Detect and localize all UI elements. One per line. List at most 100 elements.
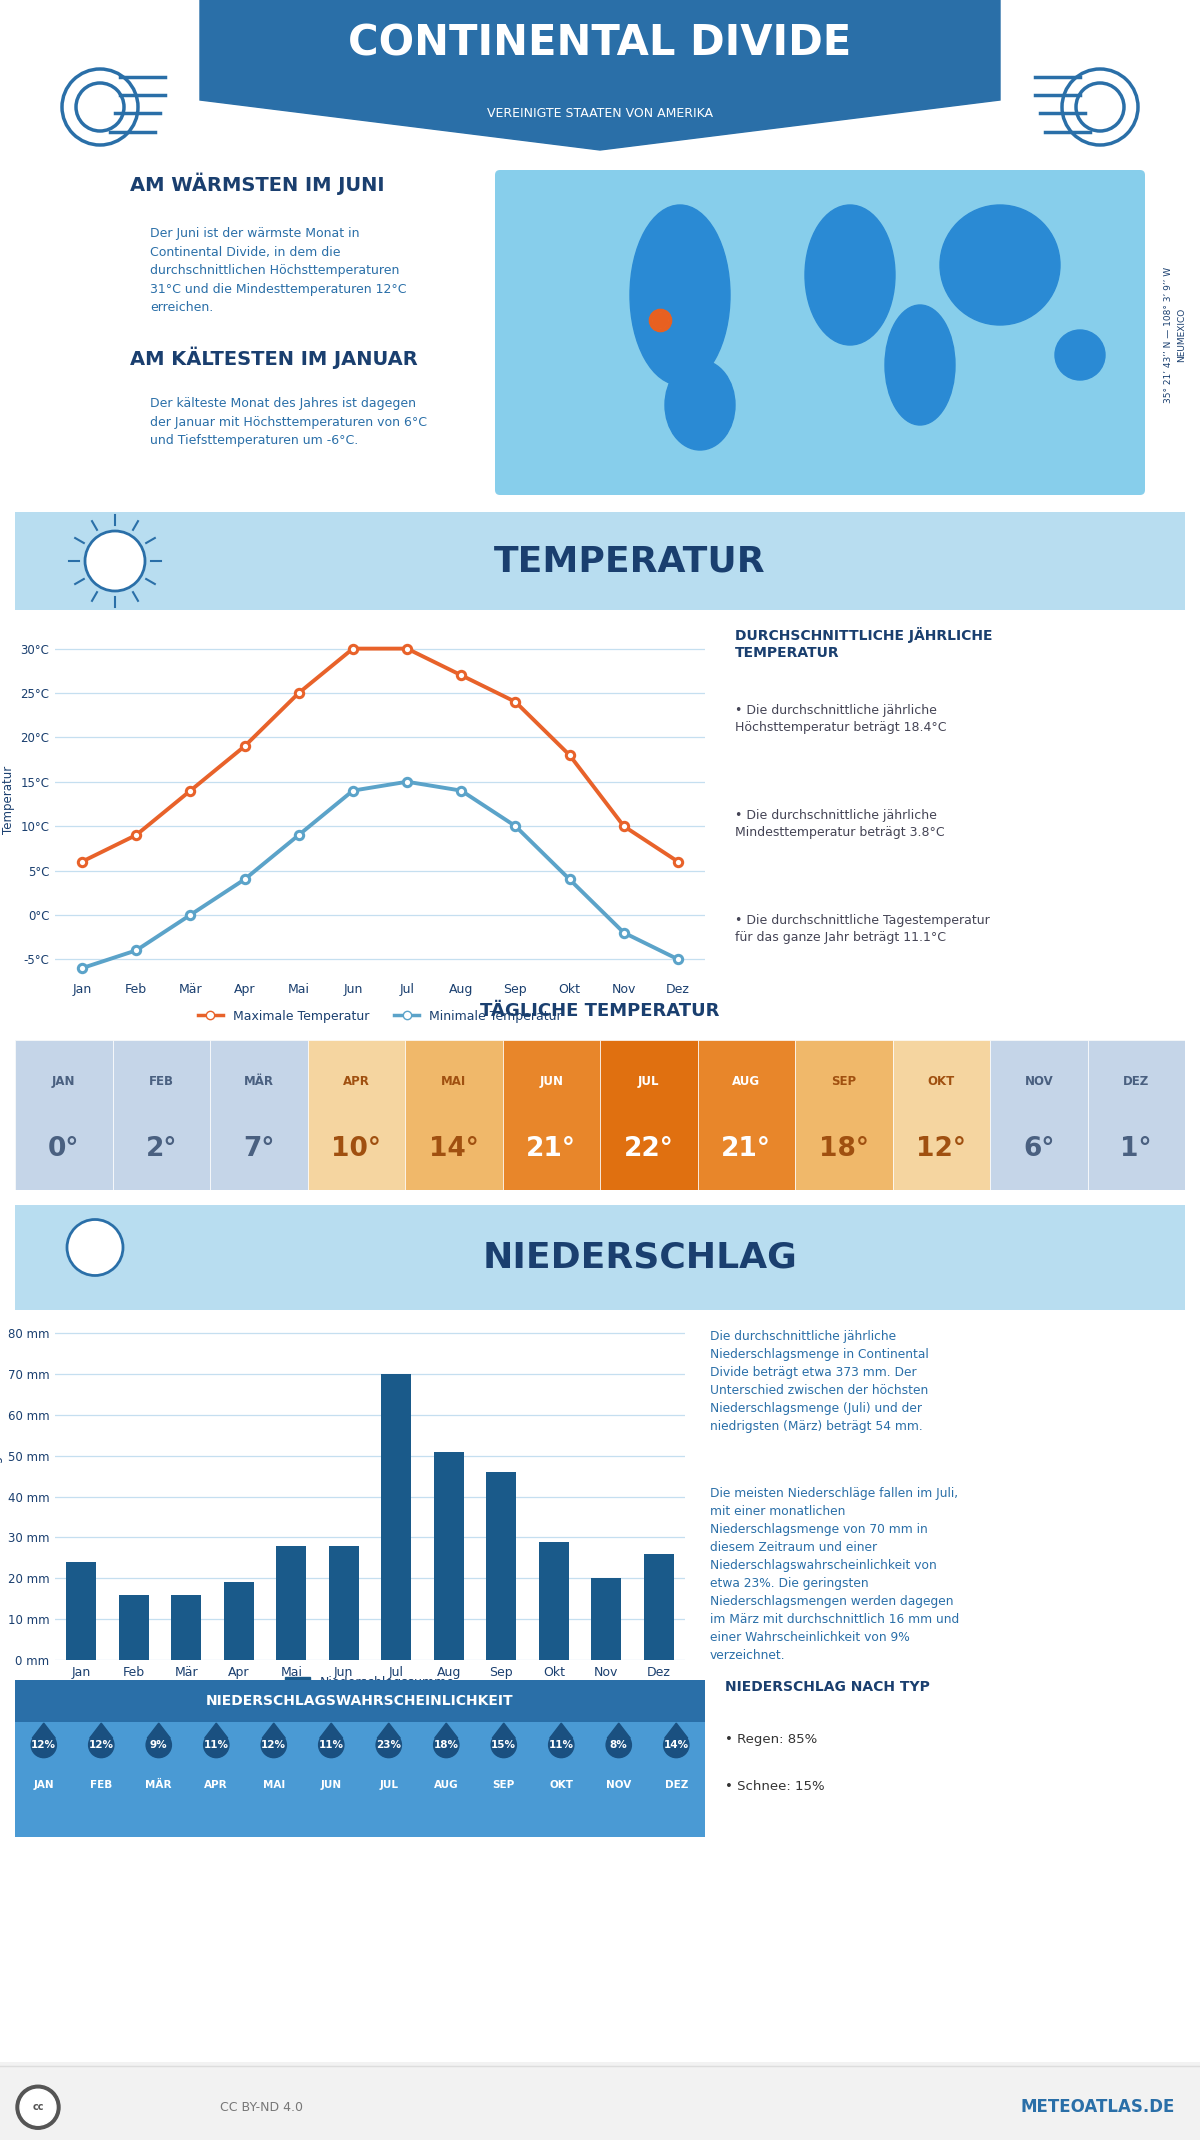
FancyBboxPatch shape — [113, 1040, 210, 1190]
Ellipse shape — [1055, 330, 1105, 381]
Text: 12°: 12° — [917, 1136, 966, 1162]
Circle shape — [319, 1733, 344, 1757]
Text: 12%: 12% — [89, 1740, 114, 1751]
Text: • Die durchschnittliche jährliche
Mindesttemperatur beträgt 3.8°C: • Die durchschnittliche jährliche Mindes… — [734, 809, 944, 839]
Text: JUN: JUN — [320, 1780, 342, 1791]
Text: 15%: 15% — [491, 1740, 516, 1751]
Ellipse shape — [665, 360, 734, 449]
Bar — [539, 1541, 569, 1661]
Text: cc: cc — [32, 2101, 43, 2112]
Bar — [329, 1545, 359, 1661]
Text: 22°: 22° — [624, 1136, 673, 1162]
Text: JAN: JAN — [34, 1780, 54, 1791]
Bar — [223, 1581, 254, 1661]
Circle shape — [146, 1733, 172, 1757]
Circle shape — [606, 1733, 631, 1757]
Text: DEZ: DEZ — [665, 1780, 688, 1791]
FancyBboxPatch shape — [406, 1040, 503, 1190]
Text: 21°: 21° — [527, 1136, 576, 1162]
Text: Die durchschnittliche jährliche
Niederschlagsmenge in Continental
Divide beträgt: Die durchschnittliche jährliche Niedersc… — [710, 1329, 929, 1434]
Circle shape — [85, 531, 145, 591]
Circle shape — [204, 1733, 229, 1757]
Text: 11%: 11% — [548, 1740, 574, 1751]
Text: 14%: 14% — [664, 1740, 689, 1751]
Text: TÄGLICHE TEMPERATUR: TÄGLICHE TEMPERATUR — [480, 1002, 720, 1021]
FancyBboxPatch shape — [11, 1201, 1189, 1314]
Circle shape — [664, 1733, 689, 1757]
Text: 18%: 18% — [433, 1740, 458, 1751]
Y-axis label: Temperatur: Temperatur — [2, 766, 14, 835]
Text: 10°: 10° — [331, 1136, 382, 1162]
Text: VEREINIGTE STAATEN VON AMERIKA: VEREINIGTE STAATEN VON AMERIKA — [487, 107, 713, 120]
Bar — [119, 1594, 149, 1661]
Text: TEMPERATUR: TEMPERATUR — [494, 544, 766, 578]
FancyBboxPatch shape — [990, 1040, 1087, 1190]
Circle shape — [16, 2084, 60, 2129]
Circle shape — [491, 1733, 516, 1757]
Text: AUG: AUG — [434, 1780, 458, 1791]
Text: 11%: 11% — [204, 1740, 229, 1751]
Text: JUN: JUN — [539, 1074, 563, 1087]
Text: • Regen: 85%: • Regen: 85% — [725, 1733, 817, 1746]
Text: MÄR: MÄR — [145, 1780, 172, 1791]
Polygon shape — [550, 1723, 572, 1738]
Polygon shape — [205, 1723, 228, 1738]
Text: 1°: 1° — [1121, 1136, 1152, 1162]
Text: • Die durchschnittliche Tagestemperatur
für das ganze Jahr beträgt 11.1°C: • Die durchschnittliche Tagestemperatur … — [734, 914, 990, 944]
FancyBboxPatch shape — [14, 1040, 1186, 1190]
Ellipse shape — [630, 205, 730, 385]
Polygon shape — [32, 1723, 55, 1738]
Text: • Schnee: 15%: • Schnee: 15% — [725, 1780, 824, 1793]
Circle shape — [20, 2089, 56, 2125]
Text: 8%: 8% — [610, 1740, 628, 1751]
Text: OKT: OKT — [928, 1074, 955, 1087]
Circle shape — [548, 1733, 574, 1757]
Text: AM KÄLTESTEN IM JANUAR: AM KÄLTESTEN IM JANUAR — [130, 347, 418, 370]
Text: DURCHSCHNITTLICHE JÄHRLICHE
TEMPERATUR: DURCHSCHNITTLICHE JÄHRLICHE TEMPERATUR — [734, 627, 992, 661]
Text: NIEDERSCHLAGSWAHRSCHEINLICHKEIT: NIEDERSCHLAGSWAHRSCHEINLICHKEIT — [206, 1695, 514, 1708]
Text: NOV: NOV — [1025, 1074, 1054, 1087]
FancyBboxPatch shape — [307, 1040, 406, 1190]
Bar — [486, 1472, 516, 1661]
Text: JUL: JUL — [638, 1074, 660, 1087]
Text: 9%: 9% — [150, 1740, 168, 1751]
Ellipse shape — [940, 205, 1060, 325]
Text: 0°: 0° — [48, 1136, 79, 1162]
Text: DEZ: DEZ — [1123, 1074, 1150, 1087]
Bar — [643, 1554, 674, 1661]
Circle shape — [433, 1733, 458, 1757]
Polygon shape — [492, 1723, 515, 1738]
Text: FEB: FEB — [90, 1780, 113, 1791]
Text: APR: APR — [343, 1074, 370, 1087]
Text: 23%: 23% — [377, 1740, 401, 1751]
Text: 2°: 2° — [145, 1136, 178, 1162]
Text: 12%: 12% — [262, 1740, 287, 1751]
Text: APR: APR — [204, 1780, 228, 1791]
FancyBboxPatch shape — [600, 1040, 697, 1190]
Text: NIEDERSCHLAG: NIEDERSCHLAG — [482, 1241, 797, 1275]
FancyBboxPatch shape — [210, 1040, 307, 1190]
Text: JAN: JAN — [52, 1074, 76, 1087]
Circle shape — [376, 1733, 401, 1757]
Text: AUG: AUG — [732, 1074, 761, 1087]
Text: Der kälteste Monat des Jahres ist dagegen
der Januar mit Höchsttemperaturen von : Der kälteste Monat des Jahres ist dagege… — [150, 398, 427, 447]
Text: CC BY-ND 4.0: CC BY-ND 4.0 — [220, 2101, 302, 2114]
Circle shape — [89, 1733, 114, 1757]
Circle shape — [31, 1733, 56, 1757]
FancyBboxPatch shape — [503, 1040, 600, 1190]
FancyBboxPatch shape — [1, 1680, 719, 1723]
Text: Die meisten Niederschläge fallen im Juli,
mit einer monatlichen
Niederschlagsmen: Die meisten Niederschläge fallen im Juli… — [710, 1487, 959, 1663]
Polygon shape — [263, 1723, 286, 1738]
Text: MAI: MAI — [442, 1074, 467, 1087]
Polygon shape — [148, 1723, 170, 1738]
FancyBboxPatch shape — [496, 169, 1145, 494]
Legend: Maximale Temperatur, Minimale Temperatur: Maximale Temperatur, Minimale Temperatur — [193, 1004, 568, 1027]
Bar — [66, 1562, 96, 1661]
Bar — [172, 1594, 202, 1661]
FancyBboxPatch shape — [1087, 1040, 1186, 1190]
Text: JUL: JUL — [379, 1780, 398, 1791]
Text: 21°: 21° — [721, 1136, 772, 1162]
Text: 7°: 7° — [242, 1136, 275, 1162]
Polygon shape — [434, 1723, 457, 1738]
Bar — [433, 1451, 464, 1661]
